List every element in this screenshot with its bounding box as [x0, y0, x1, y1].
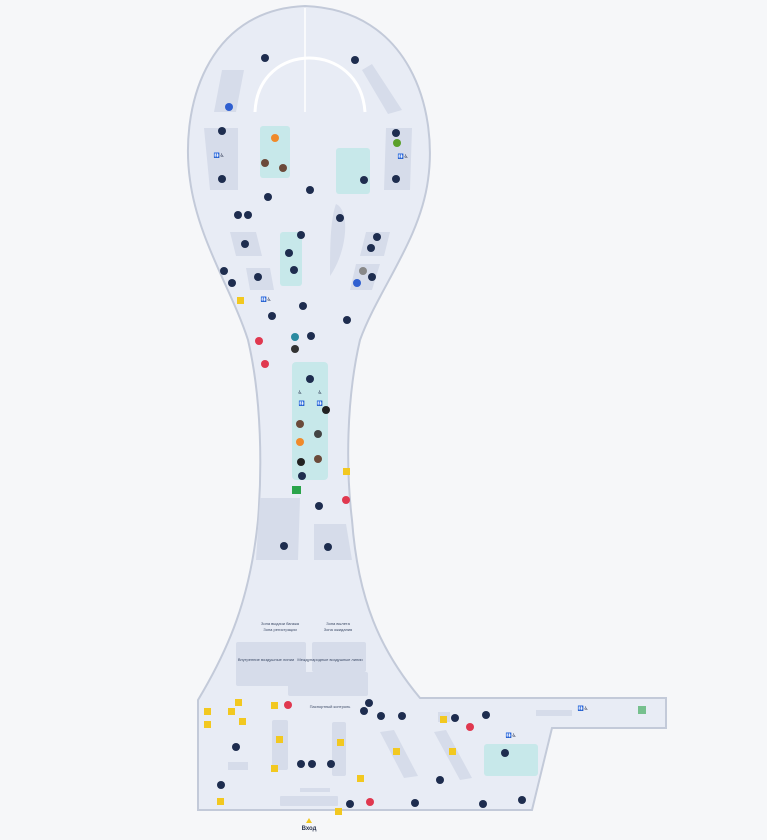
zone-label-domestic: Внутренние воздушные линии — [238, 657, 294, 662]
zone-label-international: Международные воздушные линии — [297, 657, 362, 662]
svg-text:🚻♿: 🚻♿ — [506, 732, 517, 739]
service-markers[interactable] — [204, 297, 456, 815]
svg-text:🚻♿: 🚻♿ — [261, 296, 272, 303]
zone-label-departure: Зона вылета — [326, 621, 350, 626]
zone-label-registration: Зона регистрации — [263, 627, 296, 632]
restaurant-markers[interactable] — [261, 134, 401, 466]
svg-text:🚻♿: 🚻♿ — [214, 152, 225, 159]
info-markers[interactable] — [217, 54, 526, 808]
terminal-outline — [186, 4, 667, 811]
green-corner-marker — [638, 706, 646, 714]
green-exit-icon — [292, 486, 301, 494]
entrance-label: Вход — [302, 826, 317, 832]
lower-shops — [228, 498, 572, 806]
pier-inner-arc — [253, 56, 367, 113]
svg-text:♿: ♿ — [298, 390, 302, 396]
gate-wedges — [204, 64, 412, 290]
shop-markers[interactable] — [255, 337, 474, 806]
svg-text:🚻♿: 🚻♿ — [398, 153, 409, 160]
svg-text:♿: ♿ — [318, 390, 322, 396]
svg-text:🚻: 🚻 — [299, 400, 305, 407]
zone-label-baggage: Зона выдачи багажа — [261, 621, 300, 626]
zone-label-passport: Паспортный контроль — [310, 704, 351, 709]
restroom-icons: 🚻♿ 🚻♿ 🚻♿ ♿ ♿ 🚻 🚻 🚻♿ 🚻♿ — [214, 152, 589, 739]
zone-label-waiting: Зона ожидания — [324, 627, 352, 632]
svg-text:🚻♿: 🚻♿ — [578, 705, 589, 712]
entrance-marker[interactable]: Вход — [302, 818, 317, 832]
svg-text:🚻: 🚻 — [317, 400, 323, 407]
zone-labels: Зона выдачи багажа Зона регистрации Зона… — [238, 621, 363, 709]
blue-markers[interactable] — [225, 103, 361, 287]
